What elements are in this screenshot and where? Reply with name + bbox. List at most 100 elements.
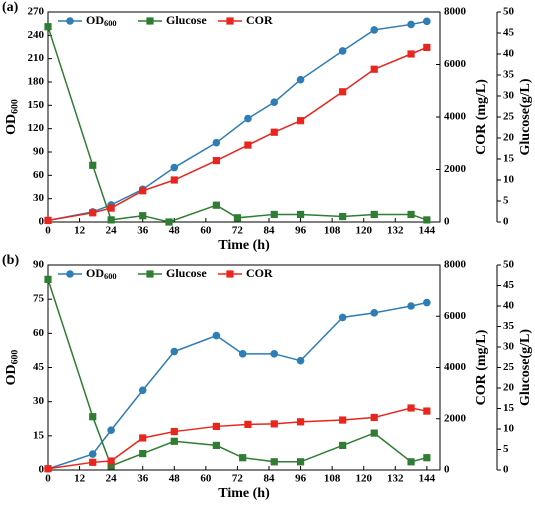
data-point	[212, 138, 221, 147]
data-point	[423, 298, 431, 307]
data-point	[139, 450, 147, 458]
data-point	[407, 302, 415, 310]
y-axis-label: OD600	[4, 99, 20, 135]
data-point	[107, 216, 115, 224]
data-point	[89, 209, 97, 217]
y3-tick-label: 30	[503, 341, 515, 353]
y3-tick-label: 0	[503, 464, 509, 476]
data-point	[407, 50, 415, 58]
data-point	[165, 218, 173, 226]
y3-tick-label: 50	[503, 6, 515, 18]
data-point	[338, 47, 347, 55]
y3-tick-label: 45	[503, 279, 515, 291]
y-tick-label: 45	[33, 361, 45, 373]
data-point	[339, 88, 347, 96]
y-tick-label: 180	[28, 76, 45, 88]
data-point	[89, 458, 97, 466]
y-tick-label: 270	[28, 6, 45, 18]
y-tick-label: 90	[33, 146, 45, 158]
y-tick-label: 120	[28, 122, 45, 134]
y2-tick-label: 0	[444, 464, 450, 476]
data-point	[370, 413, 378, 422]
y3-tick-label: 40	[503, 48, 515, 60]
data-point	[44, 216, 52, 225]
legend-marker	[226, 17, 234, 25]
y-tick-label: 75	[33, 293, 45, 305]
y3-tick-label: 5	[503, 195, 509, 207]
data-point	[233, 214, 242, 222]
data-point	[296, 356, 305, 365]
x-tick-label: 84	[263, 473, 275, 485]
y3-tick-label: 15	[503, 402, 515, 414]
x-tick-label: 24	[106, 225, 118, 237]
y-tick-label: 240	[28, 29, 45, 41]
y2-tick-label: 0	[444, 216, 450, 228]
data-point	[407, 20, 415, 29]
x-tick-label: 60	[200, 473, 212, 485]
data-point	[88, 450, 97, 458]
data-point	[407, 210, 415, 219]
y3-tick-label: 10	[503, 423, 515, 435]
y-tick-label: 0	[39, 464, 45, 476]
x-tick-label: 0	[45, 473, 51, 485]
legend-marker	[146, 270, 154, 278]
legend-label: OD600	[86, 13, 117, 28]
data-point	[107, 462, 115, 470]
y-tick-label: 30	[33, 192, 45, 204]
legend-label: COR	[246, 266, 273, 280]
x-tick-label: 96	[295, 473, 307, 485]
y2-tick-label: 4000	[444, 111, 467, 123]
y3-tick-label: 10	[503, 174, 515, 186]
plot-frame	[47, 11, 441, 223]
data-point	[423, 216, 431, 224]
data-point	[296, 418, 305, 426]
data-point	[212, 156, 220, 165]
data-point	[244, 141, 252, 149]
y3-tick-label: 5	[503, 443, 509, 455]
data-point	[212, 331, 221, 340]
data-point	[270, 98, 279, 107]
y2-tick-label: 8000	[444, 259, 467, 271]
y3-tick-label: 30	[503, 90, 515, 102]
y2-tick-label: 2000	[444, 163, 467, 175]
legend-marker	[226, 270, 234, 278]
data-point	[44, 275, 52, 283]
y-tick-label: 60	[33, 327, 45, 339]
data-point	[338, 313, 347, 322]
data-point	[238, 350, 247, 358]
x-tick-label: 120	[355, 473, 372, 485]
y2-tick-label: 6000	[444, 58, 467, 70]
panel-label: (a)	[2, 0, 19, 15]
data-point	[423, 454, 431, 462]
data-point	[370, 429, 378, 437]
y-tick-label: 30	[33, 395, 45, 407]
legend-marker	[66, 270, 74, 278]
y3-axis-label: Glucose(g/L)	[518, 329, 533, 406]
y3-tick-label: 45	[503, 27, 515, 39]
legend-label: OD600	[86, 266, 117, 281]
data-point	[170, 437, 178, 445]
legend-label: COR	[246, 13, 273, 27]
series-line	[47, 46, 428, 222]
y3-tick-label: 35	[503, 320, 515, 332]
x-axis-label: Time (h)	[218, 238, 270, 253]
y2-tick-label: 4000	[444, 361, 467, 373]
x-tick-label: 72	[232, 225, 244, 237]
data-point	[44, 23, 52, 31]
y3-axis-label: Glucose(g/L)	[518, 78, 533, 155]
data-point	[296, 210, 305, 219]
y2-tick-label: 6000	[444, 310, 467, 322]
series-line	[47, 301, 428, 470]
x-tick-label: 84	[263, 225, 275, 237]
data-point	[107, 204, 115, 212]
data-point	[296, 458, 305, 466]
legend-marker	[146, 17, 154, 25]
data-point	[296, 117, 305, 125]
y2-axis-label: COR (mg/L)	[474, 79, 489, 155]
x-tick-label: 96	[295, 225, 307, 237]
data-point	[270, 350, 279, 358]
data-point	[139, 434, 147, 442]
y-tick-label: 60	[33, 169, 45, 181]
data-point	[139, 212, 147, 220]
